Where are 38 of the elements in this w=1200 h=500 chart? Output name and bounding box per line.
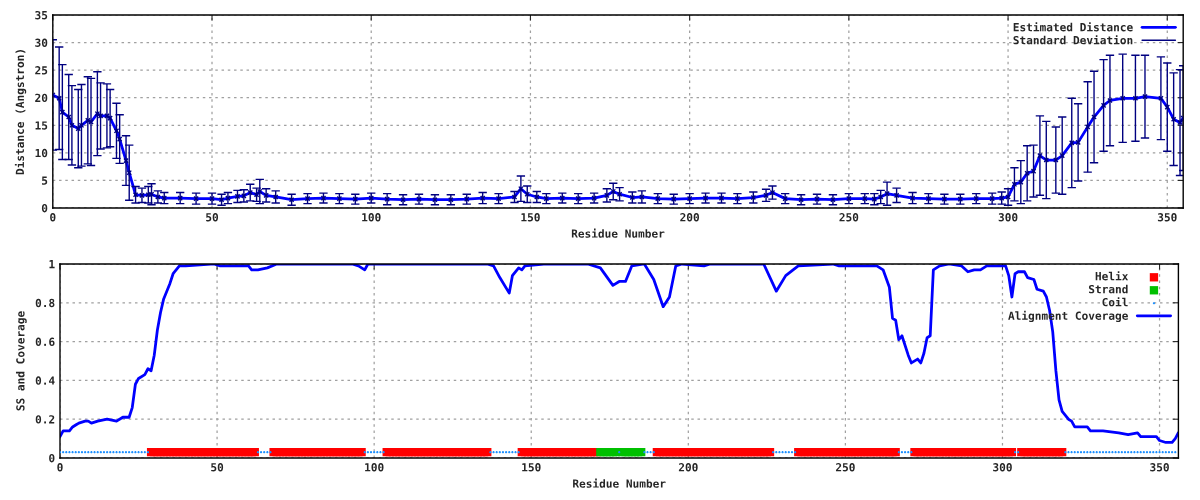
y-tick-label: 5 [42, 176, 48, 185]
x-tick-label: 250 [839, 213, 859, 222]
y-tick-label: 0 [49, 453, 55, 463]
legend-label: Coil [1102, 297, 1128, 307]
x-tick-label: 100 [365, 463, 384, 472]
y-axis-title: SS and Coverage [15, 311, 27, 411]
y-tick-label: 0.8 [35, 298, 55, 308]
y-tick-label: 10 [35, 148, 48, 158]
x-axis-title: Residue Number [571, 228, 665, 238]
y-tick-label: 30 [35, 38, 48, 47]
y-tick-label: 20 [35, 93, 48, 103]
y-tick-label: 35 [35, 10, 48, 20]
x-tick-label: 250 [835, 463, 855, 472]
legend-label: Helix [1095, 271, 1129, 281]
x-tick-label: 150 [522, 463, 541, 472]
x-axis-title: Residue Number [573, 478, 666, 488]
y-tick-label: 0.4 [35, 376, 55, 385]
x-tick-label: 300 [998, 213, 1018, 222]
y-tick-label: 0.6 [35, 337, 55, 346]
y-tick-label: 0.2 [35, 415, 55, 424]
y-tick-label: 0 [41, 203, 48, 213]
x-tick-label: 100 [362, 213, 381, 222]
legend-label: Estimated Distance [1013, 22, 1133, 32]
x-tick-label: 50 [211, 463, 224, 472]
x-tick-label: 50 [206, 213, 219, 222]
x-tick-label: 150 [521, 213, 540, 222]
y-tick-label: 1 [49, 260, 55, 269]
legend-label: Standard Deviation [1013, 35, 1133, 45]
legend-label: Strand [1088, 284, 1128, 294]
y-tick-label: 15 [35, 121, 48, 130]
x-tick-label: 200 [678, 463, 698, 472]
x-tick-label: 200 [680, 213, 700, 222]
x-tick-label: 300 [993, 463, 1012, 472]
y-axis-title: Distance (Angstron) [14, 50, 27, 175]
y-tick-label: 25 [35, 66, 48, 75]
x-tick-label: 0 [57, 463, 63, 472]
x-tick-label: 350 [1157, 213, 1177, 222]
x-tick-label: 350 [1150, 463, 1169, 472]
